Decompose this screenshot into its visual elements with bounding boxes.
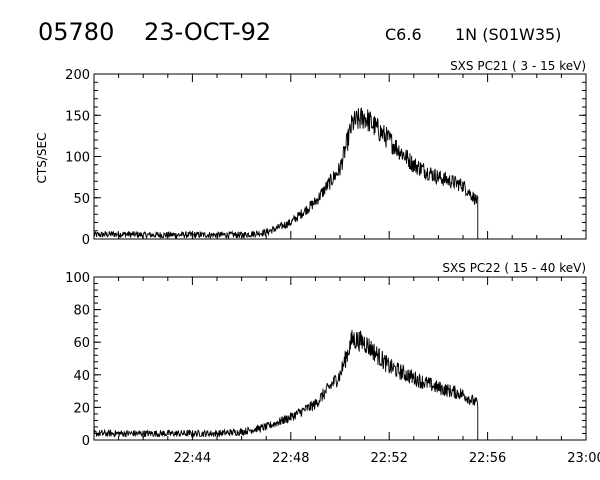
y-tick-label: 60: [73, 336, 90, 351]
x-tick-label: 22:52: [370, 451, 407, 466]
x-tick-label: 22:44: [174, 451, 211, 466]
bottom-panel-label: SXS PC22 ( 15 - 40 keV): [442, 261, 586, 275]
event-date: 23-OCT-92: [144, 18, 271, 46]
top-series-line: [93, 107, 479, 240]
top-plot-frame: [93, 73, 587, 240]
y-tick-label: 20: [73, 401, 90, 416]
x-tick-label: 22:48: [272, 451, 309, 466]
flare-class: C6.6: [385, 25, 422, 44]
bottom-panel: SXS PC22 ( 15 - 40 keV) 0 20 40 60 80 100 22:4…: [65, 261, 600, 466]
bottom-plot-frame: [93, 276, 587, 441]
bottom-series-line: [93, 329, 479, 440]
x-tick-label: 23:00: [567, 451, 600, 466]
y-tick-label: 40: [73, 369, 90, 384]
event-id: 05780: [38, 18, 114, 46]
y-tick-label: 150: [65, 109, 90, 124]
y-tick-label: 0: [82, 434, 90, 449]
x-tick-label: 22:56: [469, 451, 506, 466]
top-panel-label: SXS PC21 ( 3 - 15 keV): [450, 59, 586, 73]
y-tick-label: 200: [65, 68, 90, 83]
flare-region: 1N (S01W35): [455, 25, 561, 44]
y-axis-label: CTS/SEC: [35, 133, 49, 184]
y-tick-label: 100: [65, 151, 90, 166]
y-tick-label: 100: [65, 271, 90, 286]
y-tick-label: 50: [73, 192, 90, 207]
y-tick-label: 80: [73, 304, 90, 319]
top-panel: SXS PC21 ( 3 - 15 keV) CTS/SEC 0 50 100 150…: [35, 59, 587, 248]
y-tick-label: 0: [82, 233, 90, 248]
